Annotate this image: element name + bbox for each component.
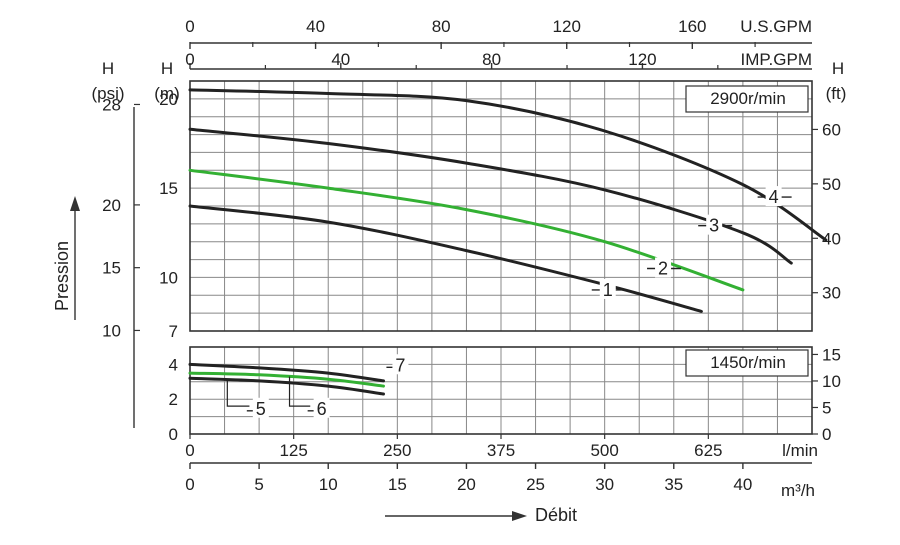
series-line-4 (188, 88, 828, 242)
ft-tick-label: 10 (822, 372, 841, 391)
series-label-5: 5 (256, 399, 266, 419)
m3h-tick-label: 0 (185, 475, 194, 494)
pressure-label: Pression (52, 241, 72, 311)
lmin-tick-label: 625 (694, 441, 722, 460)
series-line-6 (188, 371, 385, 388)
series-label-3: 3 (709, 216, 719, 236)
series-label-bg-5 (252, 397, 269, 418)
m-tick-label: 2 (169, 390, 178, 409)
psi-tick-label: 15 (102, 259, 121, 278)
series-label-2: 2 (658, 259, 668, 279)
series-label-bg-4 (765, 186, 782, 207)
m-tick-label: 10 (159, 268, 178, 287)
psi-tick-label: 20 (102, 196, 121, 215)
imp-gpm-unit-label: IMP.GPM (741, 50, 812, 69)
ft-tick-label: 0 (822, 425, 831, 444)
plot-frames (189, 80, 813, 435)
h-psi-unit: (psi) (91, 84, 124, 103)
lmin-tick-label: 375 (487, 441, 515, 460)
imp-gpm-tick-label: 0 (185, 50, 194, 69)
h-ft-unit: (ft) (826, 84, 847, 103)
us-gpm-tick-label: 120 (553, 17, 581, 36)
us-gpm-tick-label: 40 (306, 17, 325, 36)
m3h-tick-label: 20 (457, 475, 476, 494)
h-ft-header: H (832, 59, 844, 78)
m3h-tick-label: 15 (388, 475, 407, 494)
series-label-bg-7 (392, 354, 409, 375)
series-label-6: 6 (317, 399, 327, 419)
us-gpm-tick-label: 80 (432, 17, 451, 36)
series-tail-6 (288, 376, 311, 407)
us-gpm-unit-label: U.S.GPM (740, 17, 812, 36)
psi-tick-label: 10 (102, 321, 121, 340)
flow-arrow-head (512, 511, 527, 521)
axes (70, 42, 818, 521)
speed-label-top-box (685, 85, 809, 113)
series-tail-5 (226, 379, 250, 407)
series-line-3 (188, 127, 793, 265)
lmin-tick-label: 500 (590, 441, 618, 460)
lmin-tick-label: 250 (383, 441, 411, 460)
m-tick-label: 0 (169, 425, 178, 444)
ft-tick-label: 40 (822, 229, 841, 248)
m-tick-label: 20 (159, 90, 178, 109)
ft-tick-label: 50 (822, 175, 841, 194)
imp-gpm-tick-label: 80 (482, 50, 501, 69)
imp-gpm-tick-label: 40 (331, 50, 350, 69)
speed-label-bottom: 1450r/min (710, 353, 786, 372)
m-tick-label: 7 (169, 322, 178, 341)
m3h-tick-label: 30 (595, 475, 614, 494)
ft-tick-label: 60 (822, 120, 841, 139)
series-label-7: 7 (395, 355, 405, 375)
m3h-tick-label: 35 (664, 475, 683, 494)
ft-tick-label: 30 (822, 284, 841, 303)
series-label-bg-2 (655, 257, 672, 278)
us-gpm-tick-label: 0 (185, 17, 194, 36)
m3h-tick-label: 40 (733, 475, 752, 494)
m3h-tick-label: 10 (319, 475, 338, 494)
m3h-tick-label: 25 (526, 475, 545, 494)
series-label-bg-6 (313, 397, 330, 418)
m-tick-label: 15 (159, 179, 178, 198)
series-label-bg-3 (706, 214, 723, 235)
series-labels: 1 2 3 4 5 6 7 (226, 186, 792, 419)
lmin-unit-label: l/min (782, 441, 818, 460)
m3h-unit-label: m³/h (781, 481, 815, 500)
pressure-arrow-head (70, 196, 80, 211)
series-line-5 (188, 376, 385, 396)
h-m-unit: (m) (154, 84, 179, 103)
m-tick-label: 4 (169, 355, 178, 374)
flow-label: Débit (535, 505, 577, 525)
ft-tick-label: 15 (822, 345, 841, 364)
psi-tick-label: 28 (102, 95, 121, 114)
series-label-4: 4 (769, 187, 779, 207)
us-gpm-tick-label: 160 (678, 17, 706, 36)
lmin-tick-label: 125 (279, 441, 307, 460)
m3h-tick-label: 5 (254, 475, 263, 494)
imp-gpm-tick-label: 120 (628, 50, 656, 69)
lmin-tick-label: 0 (185, 441, 194, 460)
h-psi-header: H (102, 59, 114, 78)
h-m-header: H (161, 59, 173, 78)
series-label-1: 1 (603, 280, 613, 300)
speed-label-top: 2900r/min (710, 89, 786, 108)
series-line-7 (188, 362, 385, 383)
series-label-bg-1 (599, 278, 616, 299)
series-line-1 (188, 204, 703, 313)
ft-tick-label: 5 (822, 398, 831, 417)
speed-label-bottom-box (685, 349, 809, 377)
